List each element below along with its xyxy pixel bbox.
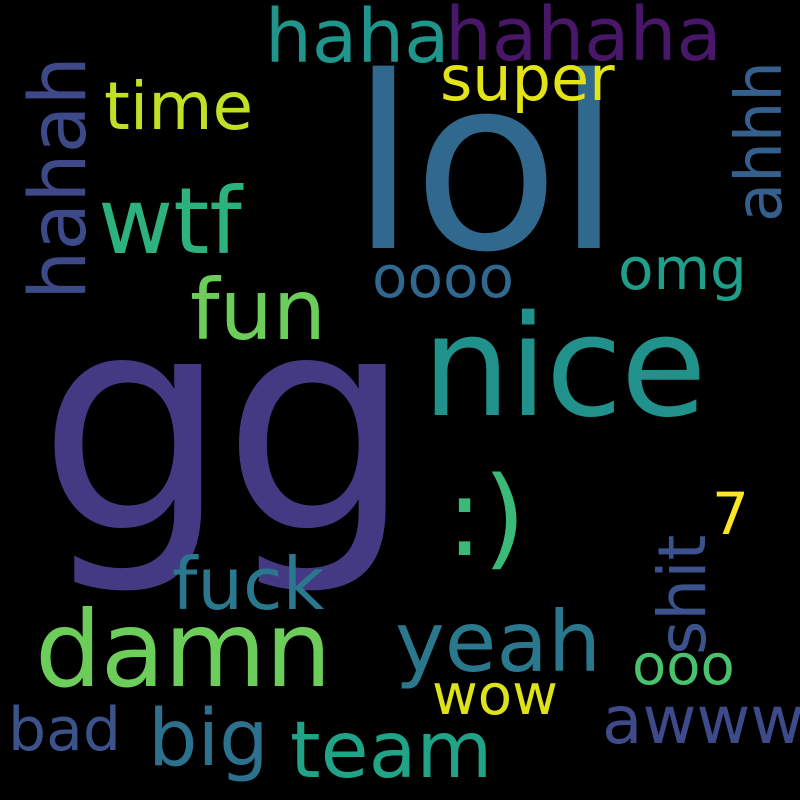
word-awww: awww bbox=[602, 682, 800, 759]
word-ahhh: ahhh bbox=[723, 61, 797, 222]
word-hahah: hahah bbox=[14, 56, 104, 300]
word-time: time bbox=[104, 68, 254, 145]
word-big: big bbox=[148, 694, 269, 784]
word-nice: nice bbox=[422, 286, 707, 449]
word-super: super bbox=[440, 42, 615, 115]
word-bad: bad bbox=[8, 695, 121, 765]
word-gg: gg bbox=[38, 250, 413, 599]
word-oooo: oooo bbox=[372, 243, 514, 311]
word-haha: haha bbox=[265, 0, 450, 80]
word-wow: wow bbox=[432, 663, 558, 728]
word-omg: omg bbox=[618, 235, 747, 303]
word-fuck: fuck bbox=[172, 542, 325, 626]
word-seven: 7 bbox=[712, 480, 749, 548]
word-smile: :) bbox=[446, 453, 526, 581]
word-shit: shit bbox=[644, 534, 721, 655]
word-team: team bbox=[290, 706, 493, 796]
word-ooo: ooo bbox=[632, 633, 735, 698]
word-fun: fun bbox=[190, 261, 327, 359]
word-damn: damn bbox=[35, 589, 332, 711]
word-lol: lol bbox=[350, 25, 622, 305]
word-wtf: wtf bbox=[98, 168, 242, 275]
word-yeah: yeah bbox=[395, 593, 602, 691]
word-hahaha: hahaha bbox=[445, 0, 722, 78]
